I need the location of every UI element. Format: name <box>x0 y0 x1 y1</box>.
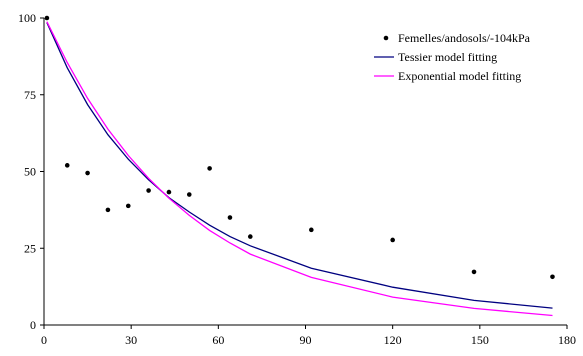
data-point <box>125 203 131 209</box>
x-tick-label: 30 <box>125 333 137 347</box>
exponential-model-fitting-line <box>46 21 553 317</box>
legend: Femelles/andosols/-104kPa Tessier model f… <box>374 31 531 83</box>
data-point <box>390 237 395 243</box>
y-tick-label: 50 <box>24 165 36 179</box>
data-point <box>146 188 151 193</box>
data-point <box>207 166 212 171</box>
data-point <box>166 189 172 195</box>
legend-label: Tessier model fitting <box>398 50 497 64</box>
data-point <box>44 15 50 21</box>
x-tick-label: 0 <box>41 333 47 347</box>
data-point <box>105 207 111 213</box>
series-layer <box>44 15 555 317</box>
data-point <box>471 269 477 275</box>
x-tick-label: 60 <box>212 333 224 347</box>
x-tick-label: 120 <box>384 333 402 347</box>
data-point <box>247 234 253 239</box>
y-tick-label: 25 <box>24 241 36 255</box>
data-point <box>85 170 90 176</box>
data-point <box>227 215 233 220</box>
data-point <box>64 163 70 168</box>
legend-label: Femelles/andosols/-104kPa <box>398 31 531 45</box>
data-point <box>550 274 555 280</box>
x-tick-label: 180 <box>558 333 576 347</box>
legend-label: Exponential model fitting <box>398 69 521 83</box>
x-tick-label: 150 <box>471 333 489 347</box>
y-tick-label: 0 <box>30 318 36 332</box>
data-point <box>186 192 192 197</box>
x-tick-label: 90 <box>300 333 312 347</box>
y-tick-label: 100 <box>18 11 36 25</box>
tessier-model-fitting-line <box>46 22 553 309</box>
axes: 0 25 50 75 100 0 30 60 90 120 150 180 <box>18 11 576 347</box>
data-point <box>309 227 314 233</box>
legend-marker-points <box>383 35 389 41</box>
y-tick-label: 75 <box>24 88 36 102</box>
